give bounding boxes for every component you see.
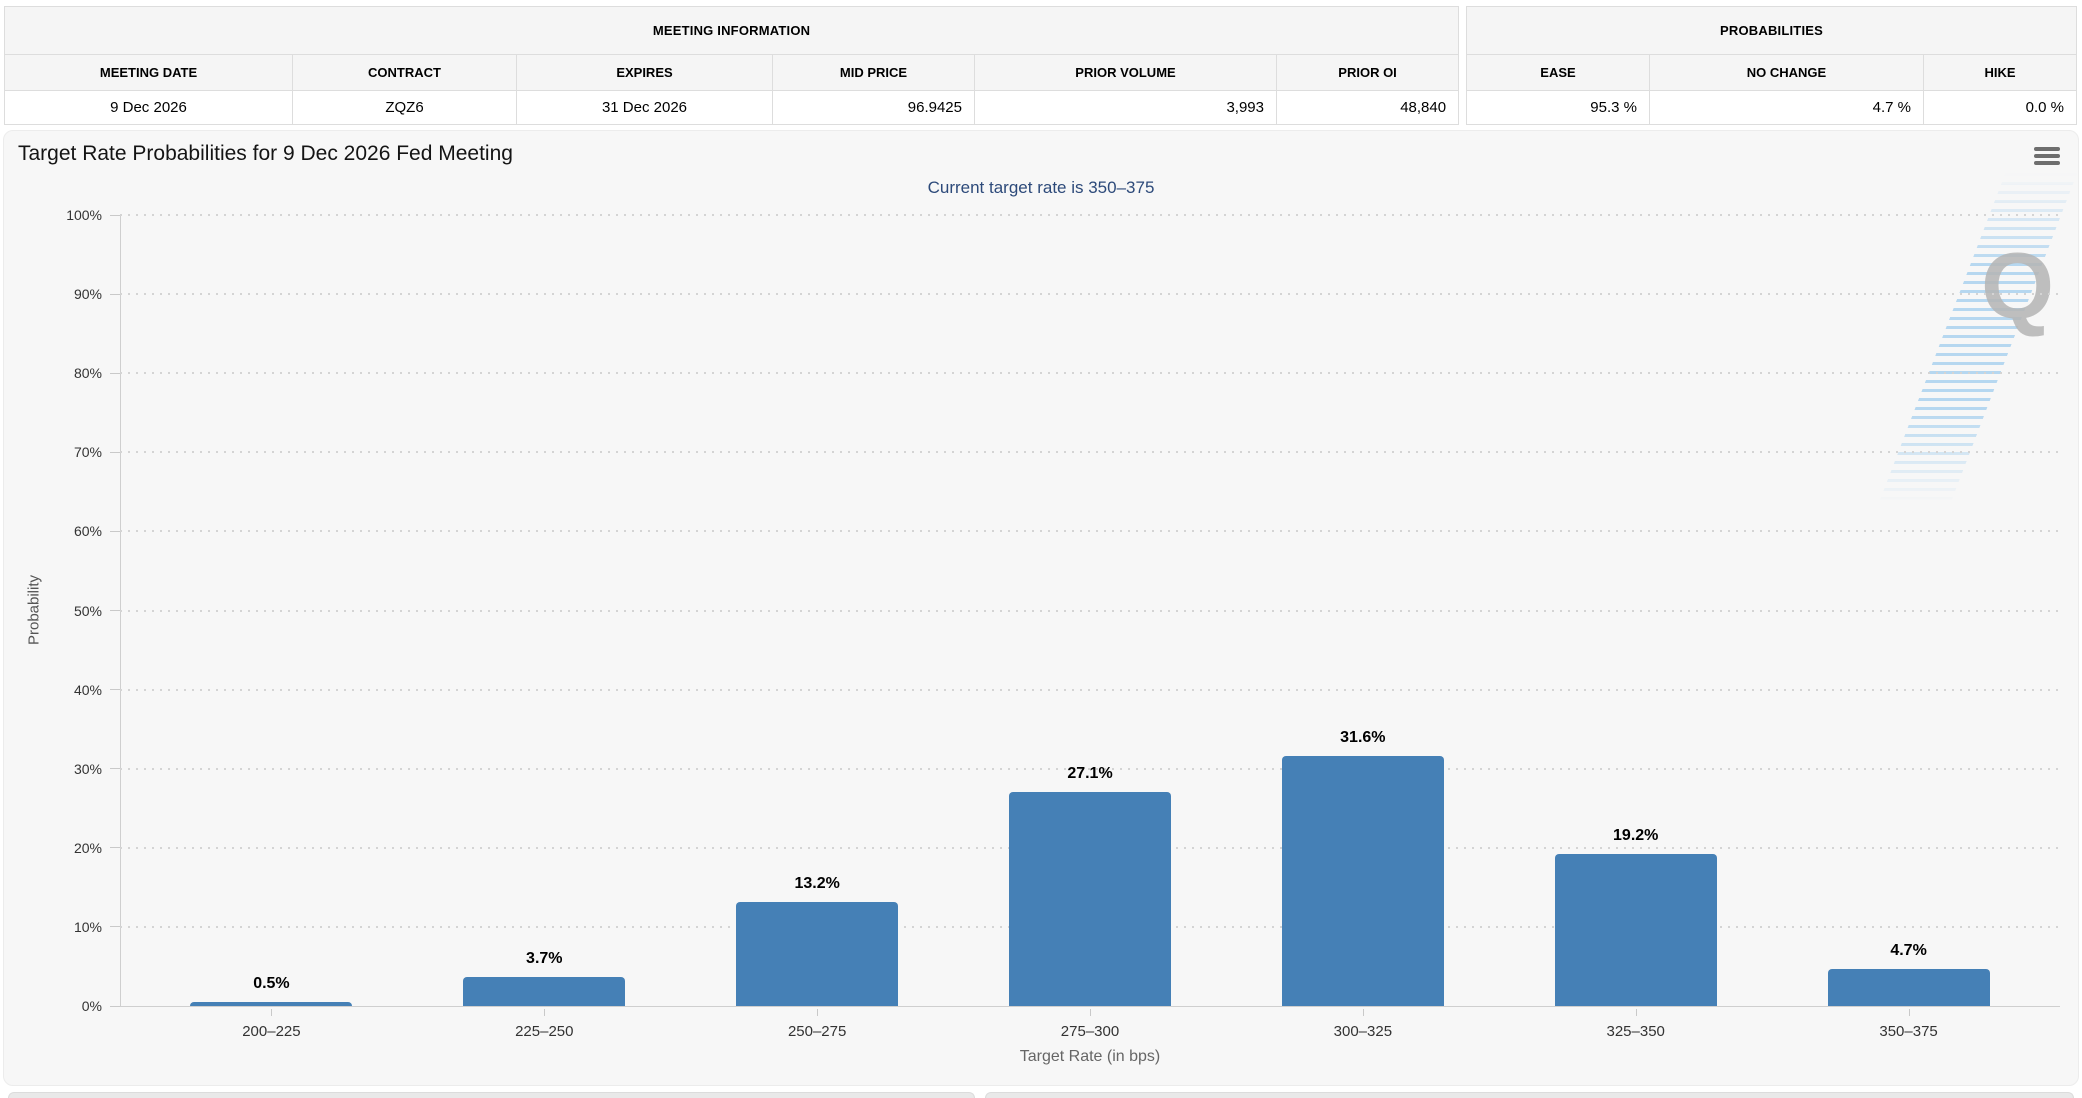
plot-area: 0% 10% 20% 30% 40% 50% 60% 70% 80% 90% 100% 0.5% 200… <box>66 207 2060 1040</box>
y-gridline <box>120 609 2060 612</box>
y-axis-label: 40% <box>73 681 102 698</box>
x-axis-category-label: 275–300 <box>1060 1023 1120 1040</box>
probabilities-row: 95.3 % 4.7 % 0.0 % <box>1466 90 2078 125</box>
x-axis-category-label: 225–250 <box>515 1023 574 1040</box>
contract-value: ZQZ6 <box>292 90 517 125</box>
quikstrike-q-watermark-icon: Q <box>1981 233 2055 338</box>
y-gridline <box>120 688 2060 691</box>
hamburger-bar <box>2034 154 2060 158</box>
next-panel-edge-left <box>8 1092 975 1098</box>
y-axis-tick <box>110 214 120 216</box>
x-axis-tick <box>1362 1009 1364 1016</box>
bar-data-label: 13.2% <box>794 874 840 892</box>
x-axis-category-label: 300–325 <box>1333 1023 1393 1040</box>
col-expires: EXPIRES <box>516 54 773 91</box>
y-axis-label: 100% <box>66 207 102 223</box>
y-axis-tick <box>110 689 120 691</box>
ease-value: 95.3 % <box>1466 90 1650 125</box>
y-axis-tick <box>110 610 120 611</box>
next-panel-edge-right <box>985 1092 2074 1098</box>
x-axis-tick <box>817 1009 819 1016</box>
prior-oi-value: 48,840 <box>1275 90 1460 125</box>
x-axis-category-label: 200–225 <box>242 1023 301 1040</box>
y-gridline <box>120 214 2060 216</box>
bar-data-label: 0.5% <box>253 975 290 993</box>
meeting-information-header: MEETING INFORMATION <box>3 6 1460 55</box>
bar-data-label: 19.2% <box>1613 827 1659 845</box>
x-axis-tick <box>544 1009 546 1016</box>
x-axis-tick <box>271 1009 273 1016</box>
col-no-change: NO CHANGE <box>1649 54 1924 91</box>
y-axis-tick <box>110 372 120 374</box>
x-axis-category-label: 325–350 <box>1606 1023 1665 1040</box>
bar-325-350[interactable] <box>1554 854 1717 1006</box>
y-gridline <box>120 767 2060 770</box>
chart-title: Target Rate Probabilities for 9 Dec 2026… <box>18 142 513 165</box>
no-change-value: 4.7 % <box>1649 90 1924 125</box>
x-axis-tick <box>1635 1009 1637 1016</box>
y-axis-title: Probability <box>25 574 43 646</box>
x-axis-line <box>120 1006 2060 1007</box>
probabilities-table: PROBABILITIES EASE NO CHANGE HIKE 95.3 %… <box>1465 6 2078 125</box>
bar-data-label: 3.7% <box>526 949 563 967</box>
y-axis-label: 20% <box>73 839 102 856</box>
y-axis-label: 10% <box>73 918 102 935</box>
x-axis-category-label: 250–275 <box>787 1023 847 1040</box>
y-axis-tick <box>110 768 120 770</box>
y-axis-label: 0% <box>81 998 102 1014</box>
y-axis-label: 70% <box>73 444 102 461</box>
bar-225-250[interactable] <box>463 976 626 1006</box>
y-axis-tick <box>110 451 120 453</box>
expires-value: 31 Dec 2026 <box>516 90 773 125</box>
bar-200-225[interactable] <box>190 1002 353 1006</box>
col-meeting-date: MEETING DATE <box>4 54 293 91</box>
y-axis-tick <box>110 530 120 532</box>
y-axis-tick <box>110 1005 120 1007</box>
bar-300-325[interactable] <box>1281 756 1444 1006</box>
col-ease: EASE <box>1466 54 1650 91</box>
bar-250-275[interactable] <box>736 901 899 1006</box>
col-hike: HIKE <box>1922 54 2078 91</box>
col-prior-oi: PRIOR OI <box>1275 54 1460 91</box>
x-axis-tick <box>1090 1009 1091 1016</box>
y-gridline <box>120 293 2060 296</box>
meeting-date-value: 9 Dec 2026 <box>4 90 293 125</box>
mid-price-value: 96.9425 <box>772 90 975 125</box>
meeting-information-table: MEETING INFORMATION MEETING DATE CONTRAC… <box>3 6 1460 125</box>
y-gridline <box>120 451 2060 454</box>
x-axis-title: Target Rate (in bps) <box>1019 1048 1161 1065</box>
col-prior-volume: PRIOR VOLUME <box>974 54 1277 91</box>
hike-value: 0.0 % <box>1922 90 2078 125</box>
y-axis-label: 50% <box>73 602 102 619</box>
target-rate-chart-panel: Target Rate Probabilities for 9 Dec 2026… <box>3 130 2079 1086</box>
bar-data-label: 27.1% <box>1067 764 1113 782</box>
y-gridline <box>120 372 2060 375</box>
y-axis-label: 90% <box>73 286 102 303</box>
col-mid-price: MID PRICE <box>772 54 975 91</box>
x-axis-tick <box>1908 1009 1910 1016</box>
y-axis-label: 30% <box>73 760 102 777</box>
bar-data-label: 31.6% <box>1340 729 1386 747</box>
y-axis-tick <box>110 293 120 295</box>
x-axis-category-label: 350–375 <box>1879 1023 1938 1040</box>
hamburger-bar <box>2034 161 2060 165</box>
chart-subtitle: Current target rate is 350–375 <box>927 178 1155 197</box>
prior-volume-value: 3,993 <box>974 90 1277 125</box>
bar-275-300[interactable] <box>1009 791 1171 1006</box>
probabilities-header: PROBABILITIES <box>1465 6 2078 55</box>
hamburger-bar <box>2034 147 2060 151</box>
y-axis-tick <box>110 926 120 928</box>
y-gridline <box>120 530 2060 533</box>
y-axis-tick <box>110 847 120 849</box>
y-axis-label: 80% <box>73 365 102 382</box>
bar-data-label: 4.7% <box>1890 941 1927 959</box>
col-contract: CONTRACT <box>292 54 517 91</box>
y-axis-label: 60% <box>73 523 102 540</box>
hamburger-icon[interactable] <box>2034 147 2060 166</box>
meeting-information-row: 9 Dec 2026 ZQZ6 31 Dec 2026 96.9425 3,99… <box>4 90 1460 125</box>
bar-350-375[interactable] <box>1827 968 1990 1006</box>
